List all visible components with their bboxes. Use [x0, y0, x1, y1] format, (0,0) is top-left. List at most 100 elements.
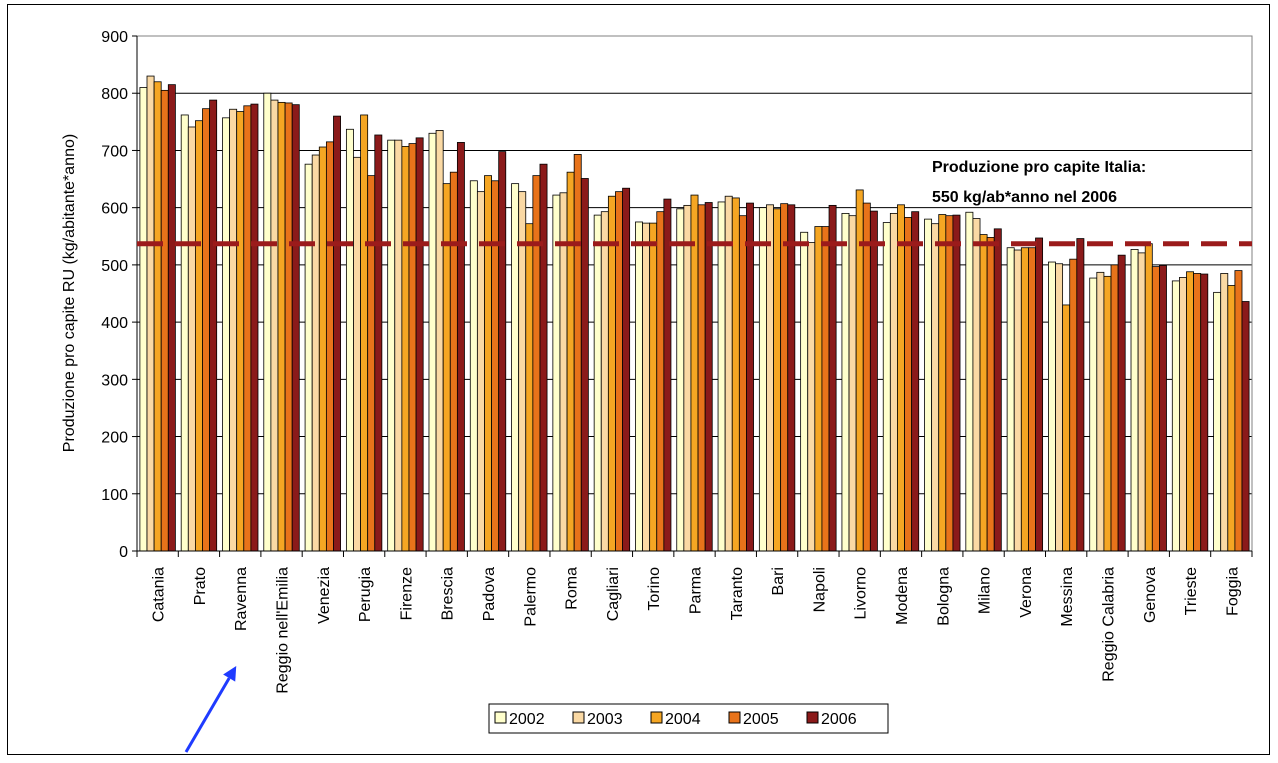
bar	[1193, 273, 1202, 552]
bar	[607, 195, 616, 552]
bar	[841, 212, 850, 552]
bar	[746, 202, 754, 552]
bar	[511, 183, 520, 552]
bar	[911, 211, 920, 552]
legend-label: 2004	[665, 711, 701, 728]
legend-label: 2002	[509, 711, 545, 728]
bar	[304, 163, 313, 552]
bar	[229, 108, 238, 552]
bar	[690, 194, 699, 552]
legend-swatch	[572, 711, 585, 724]
bar	[862, 202, 871, 552]
bar	[1137, 252, 1146, 552]
x-tick-label: Verona	[1018, 567, 1035, 618]
bar	[456, 142, 465, 552]
bar	[766, 204, 774, 552]
bar	[1200, 273, 1209, 552]
bar	[1179, 277, 1187, 552]
legend-swatch	[728, 711, 741, 724]
x-tick-label: Reggio nell'Emilia	[275, 567, 292, 694]
bar	[387, 139, 396, 552]
bar	[938, 214, 947, 552]
bar	[491, 180, 500, 552]
x-tick-label: Modena	[894, 567, 911, 625]
bar	[1159, 265, 1167, 552]
bar	[800, 231, 809, 552]
x-tick-label: Cagliari	[605, 567, 622, 621]
bar	[622, 187, 631, 552]
y-tick-label: 900	[101, 29, 128, 46]
bar	[222, 117, 230, 552]
bar	[1020, 247, 1029, 552]
bar	[1035, 237, 1044, 552]
bar	[202, 108, 210, 552]
bar	[979, 234, 988, 552]
bar	[1048, 261, 1056, 552]
bar	[848, 215, 857, 552]
bar	[931, 223, 940, 552]
bar	[1089, 277, 1098, 552]
bar	[814, 226, 823, 552]
bar	[945, 215, 954, 552]
bar	[924, 218, 933, 552]
bar	[986, 237, 995, 552]
bar	[738, 215, 747, 552]
bar	[187, 126, 196, 552]
bar	[656, 211, 665, 552]
bar	[821, 226, 830, 552]
legend-box	[488, 703, 889, 734]
x-tick-label: Firenze	[398, 567, 415, 620]
y-tick-label: 700	[101, 143, 128, 160]
bar	[593, 214, 602, 552]
bar	[153, 81, 162, 552]
bar	[394, 139, 403, 552]
x-tick-label: Perugia	[357, 567, 374, 622]
x-tick-label: Napoli	[811, 567, 828, 612]
bar	[559, 192, 568, 552]
bar	[498, 151, 507, 552]
bar	[525, 223, 534, 552]
y-axis-label: Produzione pro capite RU (kg/abitante*an…	[61, 134, 78, 452]
bar	[1117, 254, 1126, 552]
bar	[209, 99, 218, 552]
bar	[449, 171, 458, 552]
bar	[993, 228, 1002, 552]
x-tick-label: Venezia	[316, 567, 333, 624]
x-tick-label: Reggio Calabria	[1100, 567, 1117, 682]
y-tick-label: 400	[101, 315, 128, 332]
bar	[484, 175, 492, 552]
bar	[1220, 273, 1229, 552]
bar	[704, 202, 713, 552]
annotation-line-2: 550 kg/ab*anno nel 2006	[932, 189, 1117, 206]
bar	[345, 128, 354, 552]
bar	[333, 115, 341, 552]
bar	[243, 105, 252, 552]
x-tick-label: Milano	[977, 567, 994, 614]
bar	[1055, 263, 1064, 552]
x-tick-label: Prato	[192, 567, 209, 605]
bar	[318, 146, 327, 552]
x-tick-label: Catania	[151, 567, 168, 622]
y-tick-label: 500	[101, 258, 128, 275]
bar	[442, 183, 451, 552]
bar	[1151, 266, 1160, 552]
bar	[1006, 247, 1015, 552]
bar	[1186, 271, 1195, 552]
y-tick-label: 0	[119, 544, 128, 561]
arrow-pointer	[184, 666, 237, 753]
bar	[1213, 291, 1222, 552]
bar	[167, 84, 176, 552]
bar	[236, 111, 245, 552]
bar	[1110, 264, 1119, 552]
legend-swatch	[806, 711, 819, 724]
bar	[1013, 249, 1022, 552]
bar	[642, 222, 651, 552]
bar	[353, 156, 361, 552]
bar	[539, 163, 548, 552]
bar	[580, 178, 589, 552]
bar	[291, 104, 300, 552]
bar	[780, 203, 789, 552]
bar	[663, 198, 672, 552]
bar	[904, 216, 913, 552]
bar	[724, 195, 733, 552]
